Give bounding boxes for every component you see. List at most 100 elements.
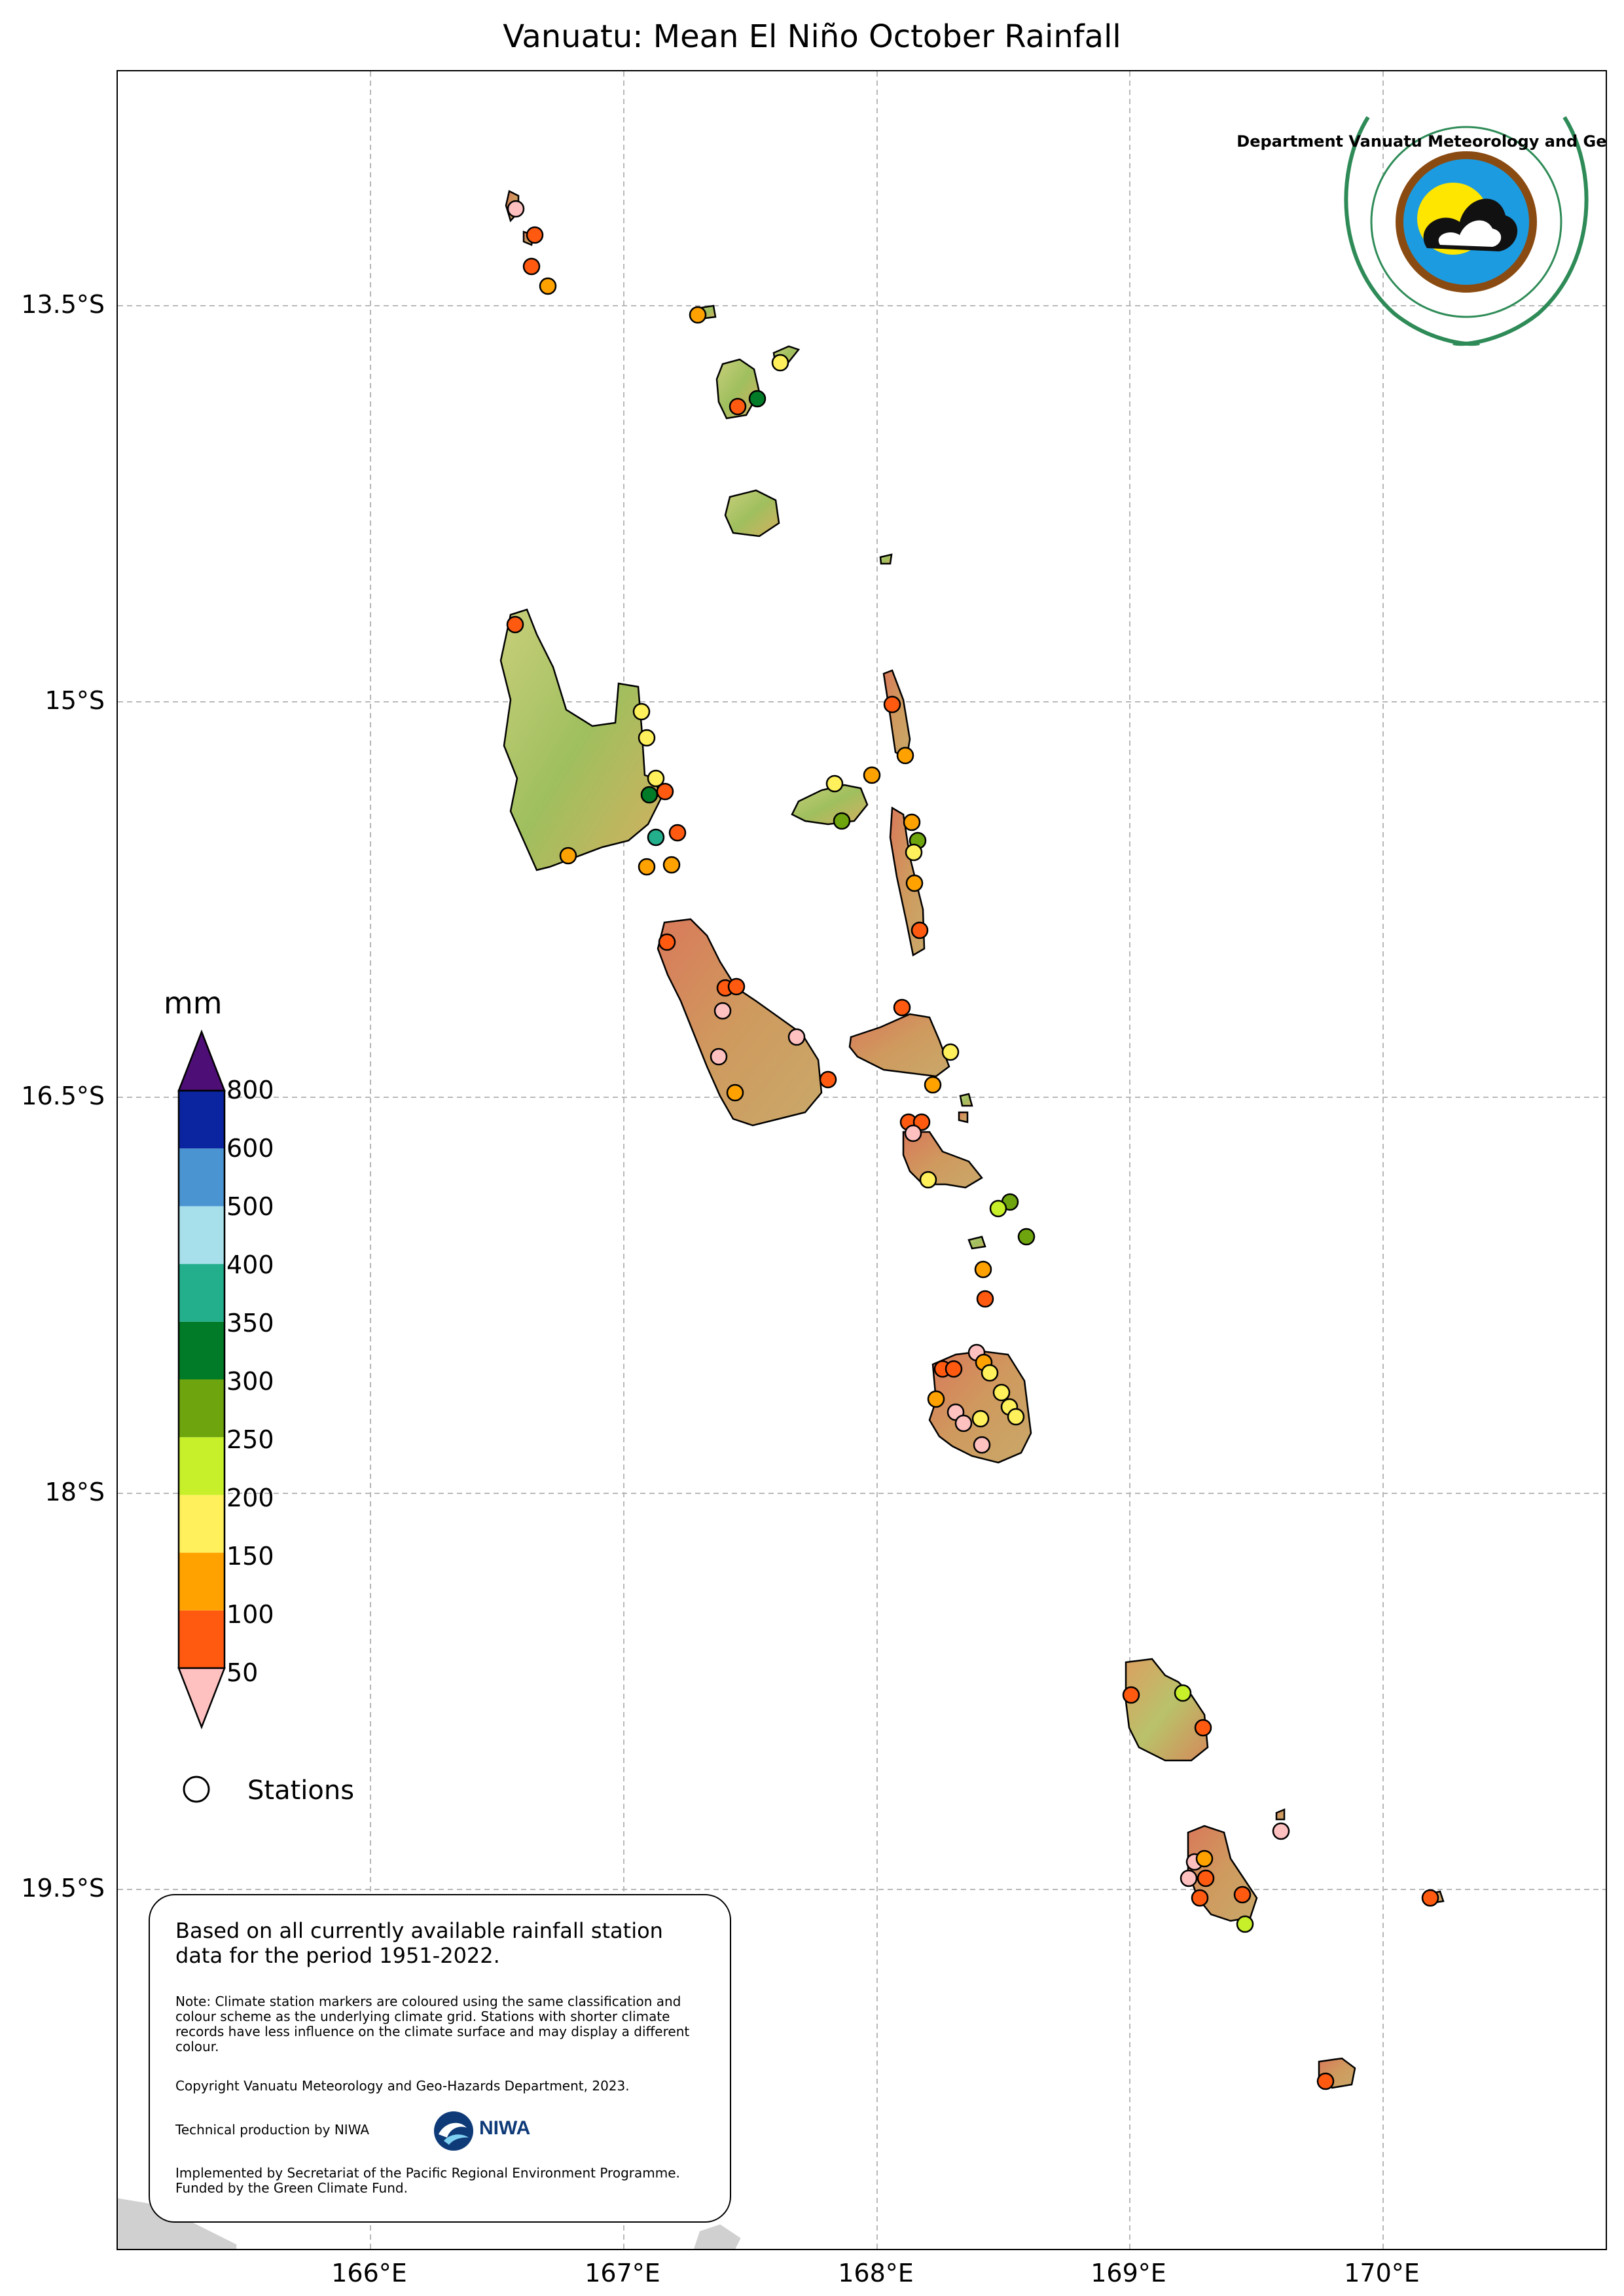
colorbar-segment [179,1437,225,1495]
station-marker [668,824,687,842]
stations [506,200,1439,2090]
colorbar-tick-label: 300 [226,1367,274,1396]
colorbar-tick-label: 350 [226,1309,274,1338]
station-marker [727,977,746,996]
station-marker [825,774,844,793]
station-marker [710,1048,728,1066]
info-funding-text: Implemented by Secretariat of the Pacifi… [175,2165,680,2196]
colorbar-title: mm [164,985,223,1021]
station-marker [905,843,923,862]
island-ambae [791,784,869,826]
station-marker [658,933,676,951]
logo-cloud-highlight [1438,220,1502,247]
island-tongoa [967,1235,986,1250]
station-marker [1195,1850,1214,1868]
lon-label: 170°E [1344,2259,1420,2287]
station-marker [911,921,929,939]
station-marker [787,1028,806,1046]
island-merelava [879,553,893,565]
colorbar-segment [179,1264,225,1322]
station-marker [905,874,924,892]
info-copyright-text: Copyright Vanuatu Meteorology and Geo-Ha… [175,2078,630,2094]
station-marker [526,226,544,244]
station-marker [941,1043,960,1061]
station-marker [863,766,881,784]
stations-legend-label: Stations [247,1776,355,1806]
lat-label: 13.5°S [21,290,105,319]
colorbar-tick-label: 800 [226,1076,274,1104]
colorbar-segment [179,1091,225,1149]
station-marker [748,390,767,408]
station-marker [1236,1915,1254,1933]
colorbar-tick-label: 500 [226,1192,274,1221]
lon-label: 166°E [331,2259,407,2287]
station-marker [506,615,524,634]
island-vanua-lava [715,358,761,420]
info-main-text: Based on all currently available rainfal… [175,1918,663,1968]
station-marker [689,306,707,324]
station-marker [924,1076,942,1094]
station-marker [1272,1822,1290,1840]
map-title: Vanuatu: Mean El Niño October Rainfall [503,18,1121,55]
island-malekula [657,918,823,1127]
colorbar-tick-label: 100 [226,1600,274,1629]
colorbar-bottom-extension [177,1667,226,1730]
colorbar-tick-label: 250 [226,1425,274,1454]
station-marker [1197,1869,1215,1887]
info-technical-text: Technical production by NIWA [175,2122,370,2138]
colorbar [177,1029,226,1730]
island-gaua [724,489,780,538]
station-marker [559,847,577,865]
island-paama [959,1093,973,1107]
lat-label: 16.5°S [21,1082,105,1110]
station-marker [819,1070,837,1089]
station-marker [729,397,747,416]
niwa-logo-icon [434,2111,473,2151]
station-marker [833,812,851,830]
info-note-text: Note: Climate station markers are colour… [175,1994,690,2054]
station-marker [904,1124,922,1142]
station-marker [662,856,681,874]
colorbar-segment [179,1321,225,1379]
lon-label: 168°E [838,2259,914,2287]
station-marker [1017,1228,1036,1246]
island-ambrym [848,1013,950,1078]
station-marker [1316,2072,1335,2090]
station-marker [1194,1719,1212,1737]
station-marker [976,1290,994,1308]
colorbar-segment [179,1610,225,1668]
station-marker [1007,1408,1025,1426]
station-marker [893,998,911,1017]
map-frame: Department Vanuatu Meteorology and Geo-H… [117,70,1607,2250]
station-marker [726,1084,744,1102]
island-new-caledonia-islet [694,2224,741,2249]
island-tanna [1187,1825,1258,1922]
station-marker [945,1360,963,1378]
station-marker [927,1390,945,1408]
station-marker [903,813,921,831]
map-canvas: Department Vanuatu Meteorology and Geo-H… [118,71,1607,2249]
lat-label: 18°S [45,1478,105,1506]
station-marker [647,828,665,847]
lon-label: 167°E [585,2259,660,2287]
station-marker [522,257,541,276]
station-marker [638,729,656,747]
station-marker [1122,1686,1140,1704]
lat-label: 15°S [45,686,105,715]
colorbar-tick-label: 400 [226,1250,274,1279]
station-marker [981,1364,999,1382]
station-marker [883,695,901,714]
station-marker [919,1171,937,1189]
station-marker [954,1414,973,1432]
station-marker [539,277,557,295]
laurel-wreath-icon [1344,116,1589,346]
station-marker [640,786,659,804]
station-marker [656,782,674,801]
station-marker [992,1383,1011,1402]
station-marker [507,200,525,218]
island-erromango [1125,1658,1209,1762]
station-marker [713,1002,732,1020]
stations-legend-marker [183,1776,210,1803]
station-marker [971,1410,990,1428]
logo-text: Department Vanuatu Meteorology and Geo-H… [1236,132,1607,151]
